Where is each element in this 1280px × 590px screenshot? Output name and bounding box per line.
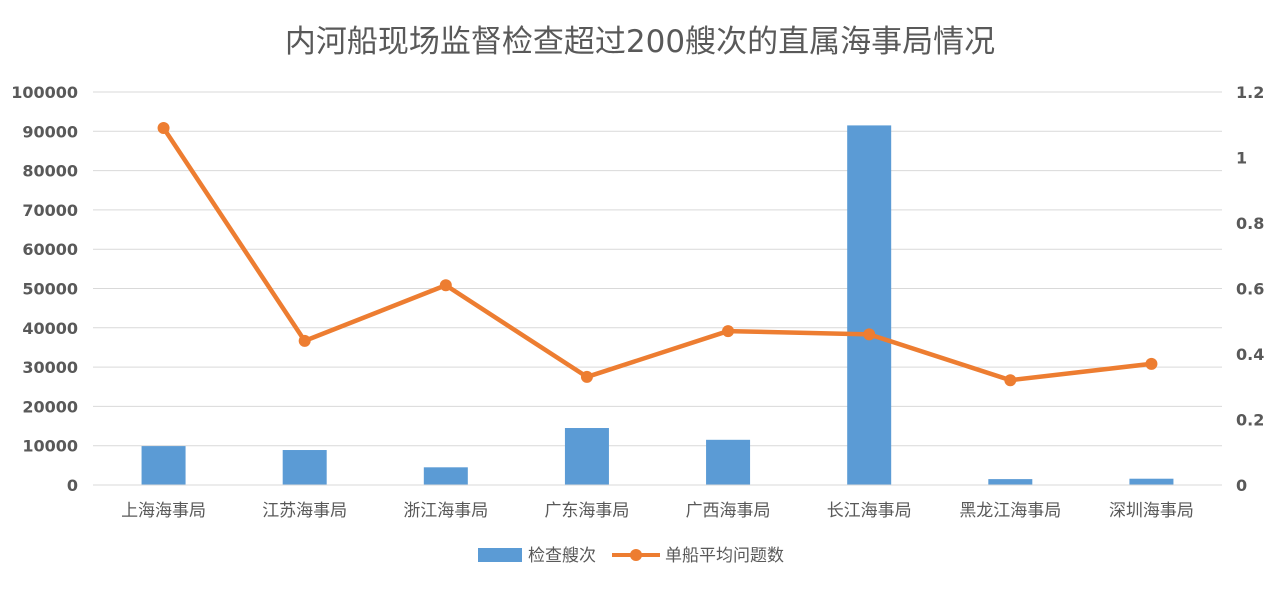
right-tick-label: 0.6 <box>1236 280 1264 299</box>
bar <box>141 446 186 485</box>
left-axis: 0 10000 20000 30000 40000 50000 60000 70000 8000… <box>11 83 78 495</box>
legend-label-line: 单船平均问题数 <box>665 546 784 566</box>
left-tick-label: 40000 <box>22 319 78 338</box>
legend-swatch-bar <box>478 548 522 562</box>
line-point <box>157 122 170 135</box>
category-label: 长江海事局 <box>827 501 912 521</box>
left-tick-label: 10000 <box>22 437 78 456</box>
category-label: 上海海事局 <box>121 501 206 521</box>
category-label: 黑龙江海事局 <box>959 501 1061 521</box>
category-label: 广东海事局 <box>544 501 629 521</box>
bar-series <box>141 125 1174 485</box>
category-label: 广西海事局 <box>686 501 771 521</box>
bar <box>423 467 468 485</box>
series-line <box>161 125 1154 383</box>
right-axis: 0 0.2 0.4 0.6 0.8 1 1.2 <box>1236 83 1264 495</box>
left-tick-label: 90000 <box>22 122 78 141</box>
legend: 检查艘次 单船平均问题数 <box>478 546 784 566</box>
right-tick-label: 0.2 <box>1236 411 1264 430</box>
right-tick-label: 1 <box>1236 149 1247 168</box>
line-point <box>439 279 452 292</box>
gridlines <box>93 91 1222 486</box>
right-tick-label: 0 <box>1236 476 1247 495</box>
left-tick-label: 60000 <box>22 240 78 259</box>
legend-label-bar: 检查艘次 <box>528 546 596 566</box>
line-point <box>1145 357 1158 370</box>
left-tick-label: 30000 <box>22 358 78 377</box>
line-point <box>580 370 593 383</box>
bar <box>706 439 751 485</box>
right-tick-label: 1.2 <box>1236 83 1264 102</box>
left-tick-label: 0 <box>67 476 78 495</box>
left-tick-label: 100000 <box>11 83 78 102</box>
bar <box>564 428 609 485</box>
bar <box>988 479 1033 485</box>
bar <box>847 125 892 485</box>
legend-marker-line <box>630 549 642 561</box>
line-point <box>863 328 876 341</box>
left-tick-label: 50000 <box>22 280 78 299</box>
chart-title: 内河船现场监督检查超过200艘次的直属海事局情况 <box>285 24 995 60</box>
line-series <box>157 122 1158 387</box>
category-label: 深圳海事局 <box>1109 501 1194 521</box>
category-axis: 上海海事局 江苏海事局 浙江海事局 广东海事局 广西海事局 长江海事局 黑龙江海事局 深圳海事… <box>93 484 1222 521</box>
line-point <box>722 325 735 338</box>
category-label: 浙江海事局 <box>403 501 488 521</box>
left-tick-label: 70000 <box>22 201 78 220</box>
left-tick-label: 20000 <box>22 397 78 416</box>
line-point <box>1004 374 1017 387</box>
left-tick-label: 80000 <box>22 162 78 181</box>
bar <box>282 450 327 485</box>
right-tick-label: 0.8 <box>1236 214 1264 233</box>
category-label: 江苏海事局 <box>262 501 347 521</box>
line-point <box>298 334 311 347</box>
bar <box>1129 478 1174 485</box>
right-tick-label: 0.4 <box>1236 345 1264 364</box>
